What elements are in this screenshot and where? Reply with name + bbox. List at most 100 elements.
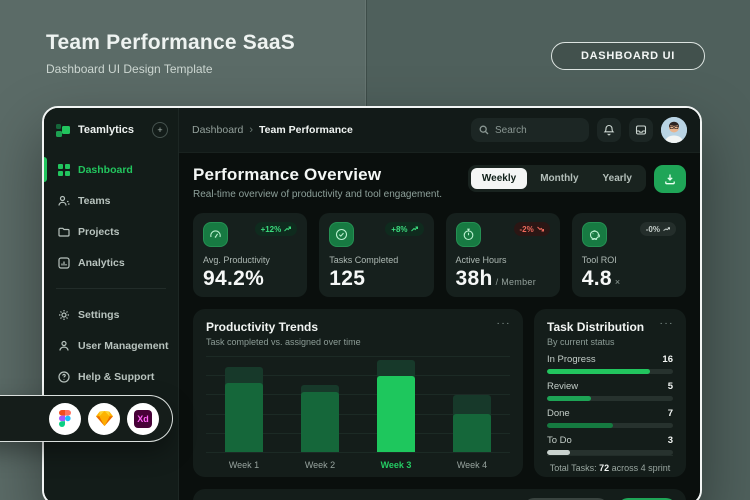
hero-subtitle: Dashboard UI Design Template — [46, 62, 213, 76]
x-label: Week 4 — [456, 460, 488, 470]
sidebar-item-projects[interactable]: Projects — [44, 216, 178, 247]
bar-group-week-3 — [358, 356, 434, 452]
collapse-sidebar-icon[interactable]: + — [152, 122, 168, 138]
sidebar-nav-secondary: Settings User Management Help & Support — [44, 299, 178, 392]
sidebar-item-label: Dashboard — [78, 163, 133, 176]
breadcrumb-dashboard[interactable]: Dashboard — [192, 124, 244, 136]
delta-badge: +8% — [385, 222, 424, 236]
tab-weekly[interactable]: Weekly — [470, 168, 528, 189]
delta-badge: -2% — [513, 222, 550, 236]
gridline — [206, 452, 510, 453]
download-button[interactable] — [654, 165, 686, 193]
trend-up-icon — [284, 226, 292, 232]
panel-title: Task Distribution — [547, 320, 645, 334]
dist-row-in-progress: In Progress 16 — [547, 354, 673, 374]
xd-tile: Xd — [134, 409, 152, 428]
sidebar-item-label: User Management — [78, 339, 169, 352]
range-tabs: Weekly Monthly Yearly — [467, 165, 646, 192]
topbar: Dashboard › Team Performance — [179, 108, 700, 153]
folder-icon — [58, 227, 70, 237]
bar-chart-icon — [58, 256, 70, 269]
hero-title: Team Performance SaaS — [46, 31, 295, 54]
sidebar-item-analytics[interactable]: Analytics — [44, 247, 178, 278]
progress-track — [547, 396, 673, 401]
secondary-pill-button[interactable] — [524, 498, 608, 500]
sidebar-item-label: Teams — [78, 194, 111, 207]
breadcrumb: Dashboard › Team Performance — [192, 124, 353, 136]
inbox-icon — [635, 125, 647, 135]
bar-chart — [206, 356, 510, 453]
bar-group-week-4 — [434, 356, 510, 452]
x-label: Week 1 — [228, 460, 260, 470]
sidebar-divider — [56, 288, 166, 289]
sidebar-item-dashboard[interactable]: Dashboard — [44, 154, 178, 185]
brand-name: Teamlytics — [78, 124, 135, 136]
gear-icon — [59, 309, 69, 320]
notifications-button[interactable] — [597, 118, 621, 142]
stat-label: Avg. Productivity — [203, 255, 270, 265]
tab-yearly[interactable]: Yearly — [592, 168, 643, 189]
stat-label: Tool ROI — [581, 255, 617, 265]
progress-fill — [547, 396, 592, 401]
user-icon — [59, 340, 69, 351]
sidebar-item-user-management[interactable]: User Management — [44, 330, 178, 361]
x-axis-labels: Week 1 Week 2 Week 3 Week 4 — [206, 460, 510, 470]
sidebar-item-teams[interactable]: Teams — [44, 185, 178, 216]
sidebar-item-settings[interactable]: Settings — [44, 299, 178, 330]
stat-card-tool-roi: -0% Tool ROI 4.8 × — [571, 213, 686, 297]
trend-flat-icon — [663, 227, 670, 231]
download-icon — [665, 174, 675, 185]
stat-label: Tasks Completed — [329, 255, 399, 265]
hero-block: Team Performance SaaS Dashboard UI Desig… — [46, 31, 295, 76]
primary-pill-button[interactable] — [618, 498, 676, 500]
panel-subtitle: By current status — [547, 337, 615, 347]
stat-value: 4.8 × — [581, 267, 621, 290]
panel-subtitle: Task completed vs. assigned over time — [206, 337, 361, 347]
task-distribution-panel: Task Distribution By current status ··· … — [534, 309, 686, 477]
delta-badge: +12% — [254, 222, 298, 236]
progress-fill — [547, 450, 570, 455]
piggy-bank-icon — [581, 222, 607, 247]
grid-icon — [58, 163, 70, 176]
stat-value: 94.2% — [203, 267, 265, 290]
teamlytics-logo-icon — [56, 123, 71, 138]
tab-monthly[interactable]: Monthly — [529, 168, 589, 189]
progress-fill — [547, 369, 651, 374]
user-avatar[interactable] — [661, 117, 687, 143]
stat-card-active-hours: -2% Active Hours 38h / Member — [445, 213, 560, 297]
progress-track — [547, 423, 673, 428]
search-input[interactable] — [495, 124, 575, 136]
stat-value: 38h / Member — [455, 267, 537, 290]
check-circle-icon — [329, 222, 355, 247]
more-menu-icon[interactable]: ··· — [496, 318, 511, 329]
page-subtitle: Real-time overview of productivity and t… — [193, 189, 443, 200]
chevron-right-icon: › — [249, 124, 254, 136]
bar-group-week-1 — [206, 356, 282, 452]
gauge-icon — [203, 222, 228, 247]
sidebar-item-label: Analytics — [78, 256, 125, 269]
search-box[interactable] — [471, 118, 589, 142]
stat-value: 125 — [329, 267, 366, 290]
gridline — [206, 375, 510, 377]
stats-row: +12% Avg. Productivity 94.2% — [193, 213, 686, 297]
more-menu-icon[interactable]: ··· — [659, 318, 674, 329]
progress-track — [547, 450, 673, 455]
dashboard-ui-badge[interactable]: DASHBOARD UI — [551, 42, 705, 70]
panel-title: Productivity Trends — [206, 320, 319, 334]
main-area: Dashboard › Team Performance — [179, 108, 700, 500]
inbox-button[interactable] — [629, 118, 653, 142]
trend-down-icon — [536, 226, 544, 232]
overview-header: Performance Overview Real-time overview … — [193, 165, 686, 200]
top-performers-panel: Top Performers — [193, 489, 686, 500]
delta-badge: -0% — [639, 222, 676, 236]
stat-card-tasks-completed: +8% Tasks Completed 125 — [319, 213, 434, 297]
sidebar-item-help-support[interactable]: Help & Support — [44, 361, 178, 392]
sidebar-item-label: Settings — [78, 308, 120, 321]
progress-track — [547, 369, 673, 374]
completed-bar — [225, 382, 263, 452]
sidebar-item-label: Projects — [78, 225, 120, 238]
charts-row: Productivity Trends Task completed vs. a… — [193, 309, 686, 477]
stat-card-avg-productivity: +12% Avg. Productivity 94.2% — [193, 213, 308, 297]
timer-icon — [455, 222, 481, 247]
